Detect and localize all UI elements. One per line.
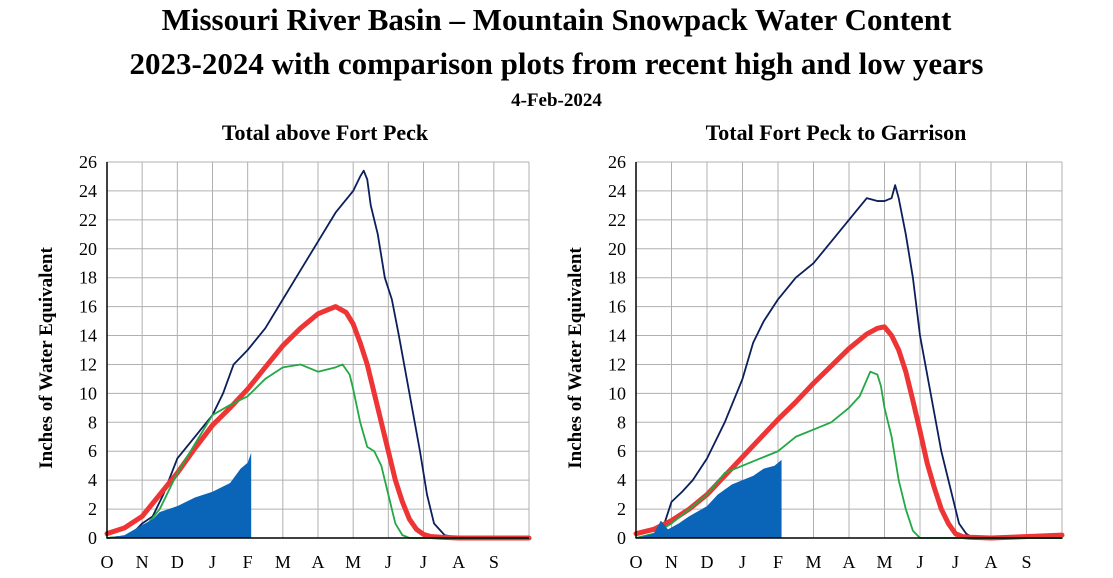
y-tick-label: 12 bbox=[79, 354, 97, 374]
y-tick-label: 24 bbox=[79, 181, 97, 201]
x-tick-label: N bbox=[665, 552, 678, 572]
x-tick-label: M bbox=[876, 552, 892, 572]
series-normal-line bbox=[633, 324, 1065, 541]
x-tick-label: A bbox=[452, 552, 465, 572]
y-axis-label: Inches of Water Equivalent bbox=[565, 247, 586, 469]
y-tick-label: 6 bbox=[88, 441, 97, 461]
x-tick-label: N bbox=[136, 552, 149, 572]
y-tick-label: 22 bbox=[79, 210, 97, 230]
y-tick-label: 20 bbox=[608, 239, 626, 259]
x-tick-label: F bbox=[243, 552, 253, 572]
series-low-line bbox=[106, 363, 530, 539]
x-tick-label: D bbox=[171, 552, 184, 572]
chart-title: Total above Fort Peck bbox=[222, 120, 429, 145]
x-tick-label: J bbox=[916, 552, 923, 572]
y-tick-label: 8 bbox=[617, 412, 626, 432]
y-tick-label: 2 bbox=[617, 499, 626, 519]
y-tick-label: 22 bbox=[608, 210, 626, 230]
y-tick-label: 18 bbox=[608, 268, 626, 288]
y-tick-label: 0 bbox=[88, 528, 97, 548]
y-tick-label: 18 bbox=[79, 268, 97, 288]
y-tick-label: 16 bbox=[608, 297, 626, 317]
y-tick-label: 8 bbox=[88, 412, 97, 432]
x-tick-label: M bbox=[275, 552, 291, 572]
y-tick-label: 4 bbox=[617, 470, 626, 490]
y-axis-label: Inches of Water Equivalent bbox=[36, 247, 57, 469]
x-tick-label: O bbox=[630, 552, 643, 572]
x-tick-label: O bbox=[101, 552, 114, 572]
y-tick-label: 14 bbox=[79, 326, 97, 346]
x-tick-label: A bbox=[843, 552, 856, 572]
chart-title: Total Fort Peck to Garrison bbox=[706, 120, 967, 145]
x-tick-label: A bbox=[312, 552, 325, 572]
x-tick-label: M bbox=[345, 552, 361, 572]
x-tick-label: D bbox=[701, 552, 714, 572]
page-title: Missouri River Basin – Mountain Snowpack… bbox=[161, 2, 952, 37]
series-high-line bbox=[635, 184, 1063, 539]
x-tick-label: A bbox=[985, 552, 998, 572]
series-current-year-area bbox=[636, 459, 782, 538]
y-tick-label: 16 bbox=[79, 297, 97, 317]
x-tick-label: S bbox=[489, 552, 499, 572]
x-tick-label: J bbox=[385, 552, 392, 572]
y-tick-label: 12 bbox=[608, 354, 626, 374]
x-tick-label: J bbox=[209, 552, 216, 572]
y-tick-label: 0 bbox=[617, 528, 626, 548]
x-tick-label: J bbox=[739, 552, 746, 572]
y-tick-label: 26 bbox=[608, 152, 626, 172]
report-date: 4-Feb-2024 bbox=[511, 90, 602, 111]
y-tick-label: 14 bbox=[608, 326, 626, 346]
y-tick-label: 20 bbox=[79, 239, 97, 259]
series-normal-line bbox=[104, 304, 532, 541]
y-tick-label: 2 bbox=[88, 499, 97, 519]
y-tick-label: 6 bbox=[617, 441, 626, 461]
x-tick-label: J bbox=[420, 552, 427, 572]
x-tick-label: F bbox=[773, 552, 783, 572]
y-tick-label: 10 bbox=[608, 383, 626, 403]
y-tick-label: 4 bbox=[88, 470, 97, 490]
x-tick-label: M bbox=[805, 552, 821, 572]
series-current-year-area bbox=[107, 452, 252, 538]
y-tick-label: 26 bbox=[79, 152, 97, 172]
x-tick-label: J bbox=[952, 552, 959, 572]
series-low-line bbox=[635, 370, 1063, 539]
y-tick-label: 24 bbox=[608, 181, 626, 201]
y-tick-label: 10 bbox=[79, 383, 97, 403]
x-tick-label: S bbox=[1021, 552, 1031, 572]
page-subtitle: 2023-2024 with comparison plots from rec… bbox=[129, 46, 984, 81]
